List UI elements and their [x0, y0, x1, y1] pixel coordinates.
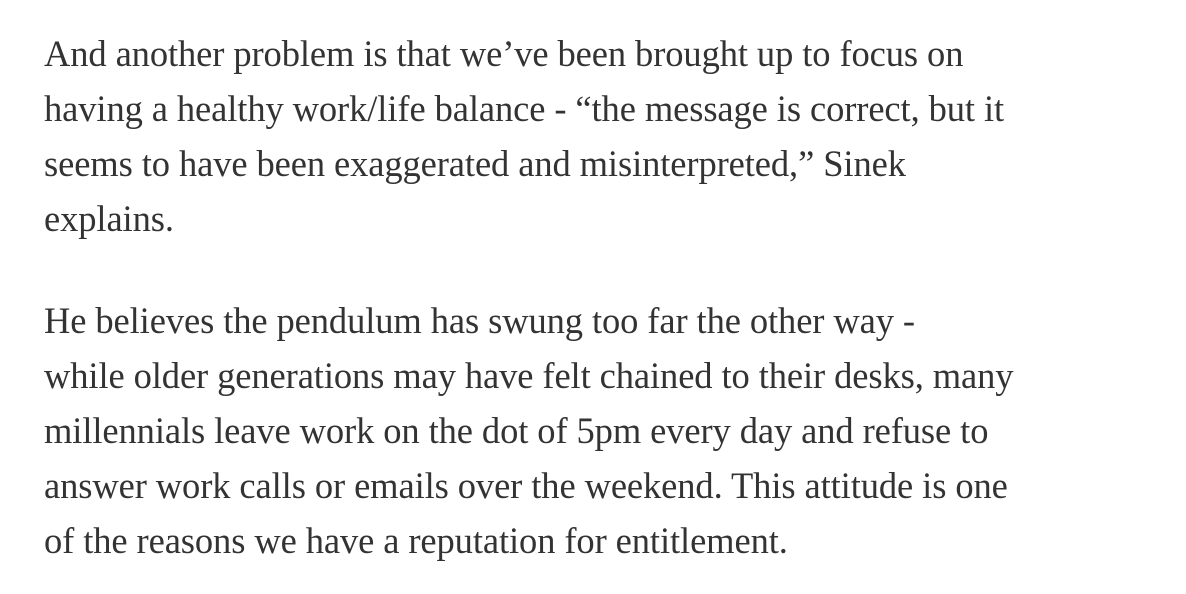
paragraph-line: He believes the pendulum has swung too f… — [44, 300, 915, 341]
paragraph-work-life-balance: And another problem is that we’ve been b… — [44, 26, 1004, 246]
paragraph-line: And another problem is that we’ve been b… — [44, 33, 964, 74]
paragraph-line: millennials leave work on the dot of 5pm… — [44, 410, 989, 451]
paragraph-line: having a healthy work/life balance - “th… — [44, 88, 1005, 129]
paragraph-line: answer work calls or emails over the wee… — [44, 465, 1008, 506]
paragraph-pendulum: He believes the pendulum has swung too f… — [44, 293, 1014, 568]
paragraph-line: of the reasons we have a reputation for … — [44, 520, 788, 561]
paragraph-line: explains. — [44, 198, 174, 239]
paragraph-line: while older generations may have felt ch… — [44, 355, 1014, 396]
paragraph-line: seems to have been exaggerated and misin… — [44, 143, 906, 184]
